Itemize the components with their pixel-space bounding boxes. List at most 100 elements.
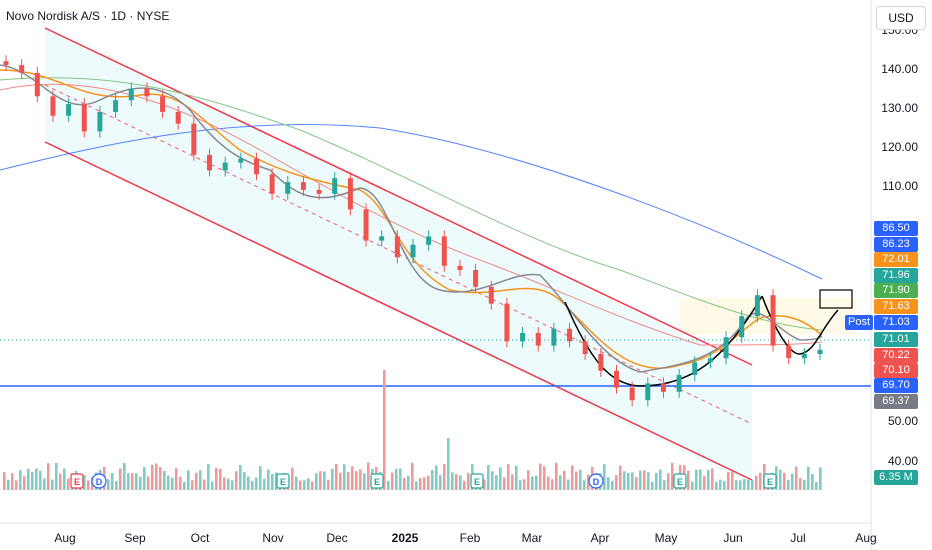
volume-bar <box>59 473 62 490</box>
volume-bar <box>215 467 218 490</box>
volume-bar <box>463 480 466 490</box>
x-tick-label: Apr <box>591 531 610 545</box>
volume-bar <box>611 480 614 490</box>
volume-bar <box>311 481 314 490</box>
candle-body <box>817 349 823 354</box>
volume-bar <box>195 472 198 490</box>
volume-bar <box>603 464 606 490</box>
volume-bar <box>455 473 458 490</box>
currency-button[interactable]: USD <box>876 6 926 30</box>
candle-body <box>394 236 400 258</box>
volume-bar <box>579 469 582 490</box>
volume-bar <box>355 471 358 490</box>
volume-bar <box>131 473 134 490</box>
event-badge[interactable]: E <box>70 473 84 489</box>
volume-bar <box>791 473 794 490</box>
volume-bar <box>111 472 114 490</box>
volume-bar <box>699 469 702 490</box>
price-tag: 71.90 <box>874 283 918 298</box>
ma-10-line <box>0 64 823 373</box>
svg-text:E: E <box>374 477 380 487</box>
volume-bar <box>119 468 122 490</box>
volume-bar <box>547 476 550 490</box>
channel-upper-line <box>44 27 753 366</box>
volume-bar <box>623 471 626 490</box>
volume-bar <box>343 464 346 490</box>
candle-body <box>614 370 619 388</box>
volume-bar <box>539 463 542 490</box>
volume-bar <box>211 481 214 490</box>
volume-bar <box>295 476 298 490</box>
candle-body <box>363 209 369 241</box>
volume-bar <box>179 476 182 490</box>
volume-bar <box>503 477 506 490</box>
volume-bar <box>359 469 362 490</box>
x-tick-label: Aug <box>54 531 75 545</box>
x-tick-label: Jun <box>723 531 742 545</box>
candle-body <box>723 337 729 359</box>
volume-bar <box>707 470 710 490</box>
volume-bar <box>487 464 490 490</box>
candle-body <box>238 158 244 163</box>
svg-text:E: E <box>677 477 683 487</box>
candle-body <box>128 88 134 101</box>
volume-bar <box>163 470 166 490</box>
target-box[interactable] <box>819 289 853 309</box>
volume-bar <box>127 473 130 490</box>
volume-bar <box>631 472 634 490</box>
volume-bar <box>3 472 6 490</box>
volume-bar <box>395 468 398 490</box>
candle-body <box>269 174 275 194</box>
y-tick-label: 130.00 <box>881 101 918 115</box>
event-badge[interactable]: E <box>276 473 290 489</box>
volume-bar <box>511 474 514 490</box>
event-badge[interactable]: D <box>91 473 107 489</box>
volume-bar <box>7 479 10 490</box>
volume-bar <box>263 478 266 490</box>
event-badge[interactable]: E <box>763 473 777 489</box>
volume-bar <box>779 469 782 490</box>
volume-bar <box>491 471 494 490</box>
event-badge[interactable]: E <box>370 473 384 489</box>
volume-bar <box>115 481 118 490</box>
volume-bar <box>443 464 446 490</box>
volume-bar <box>543 466 546 490</box>
candle-body <box>441 236 447 266</box>
candle-body <box>457 265 463 270</box>
volume-bar <box>635 477 638 490</box>
post-market-label: Post <box>845 315 873 330</box>
ma-20-line <box>0 69 823 369</box>
volume-bar <box>799 477 802 490</box>
candle-body <box>426 236 432 245</box>
volume-bar <box>695 469 698 490</box>
volume-bar <box>183 481 186 490</box>
volume-bar <box>711 468 714 490</box>
y-tick-label: 120.00 <box>881 140 918 154</box>
event-badge[interactable]: E <box>470 473 484 489</box>
x-tick-label: Mar <box>522 531 543 545</box>
volume-bar <box>219 468 222 490</box>
event-badge[interactable]: D <box>588 473 604 489</box>
volume-bar <box>615 475 618 490</box>
x-tick-label: Jul <box>790 531 805 545</box>
candle-body <box>410 244 416 258</box>
volume-bar <box>331 468 334 490</box>
volume-bar <box>819 467 822 490</box>
volume-bar <box>55 462 58 490</box>
volume-bar <box>175 468 178 490</box>
candle-body <box>629 387 635 401</box>
x-tick-label: Dec <box>326 531 347 545</box>
volume-bar <box>411 462 414 490</box>
channel-lower-line <box>44 141 753 481</box>
volume-bar <box>451 472 454 490</box>
volume-bar <box>239 465 242 490</box>
candle-body <box>551 328 557 346</box>
price-tag: 70.22 <box>874 348 918 363</box>
volume-bar <box>483 479 486 490</box>
volume-bar <box>383 370 386 490</box>
x-tick-label: Sep <box>124 531 146 545</box>
volume-bar <box>703 476 706 490</box>
event-badge[interactable]: E <box>673 473 687 489</box>
volume-bar <box>43 478 46 490</box>
